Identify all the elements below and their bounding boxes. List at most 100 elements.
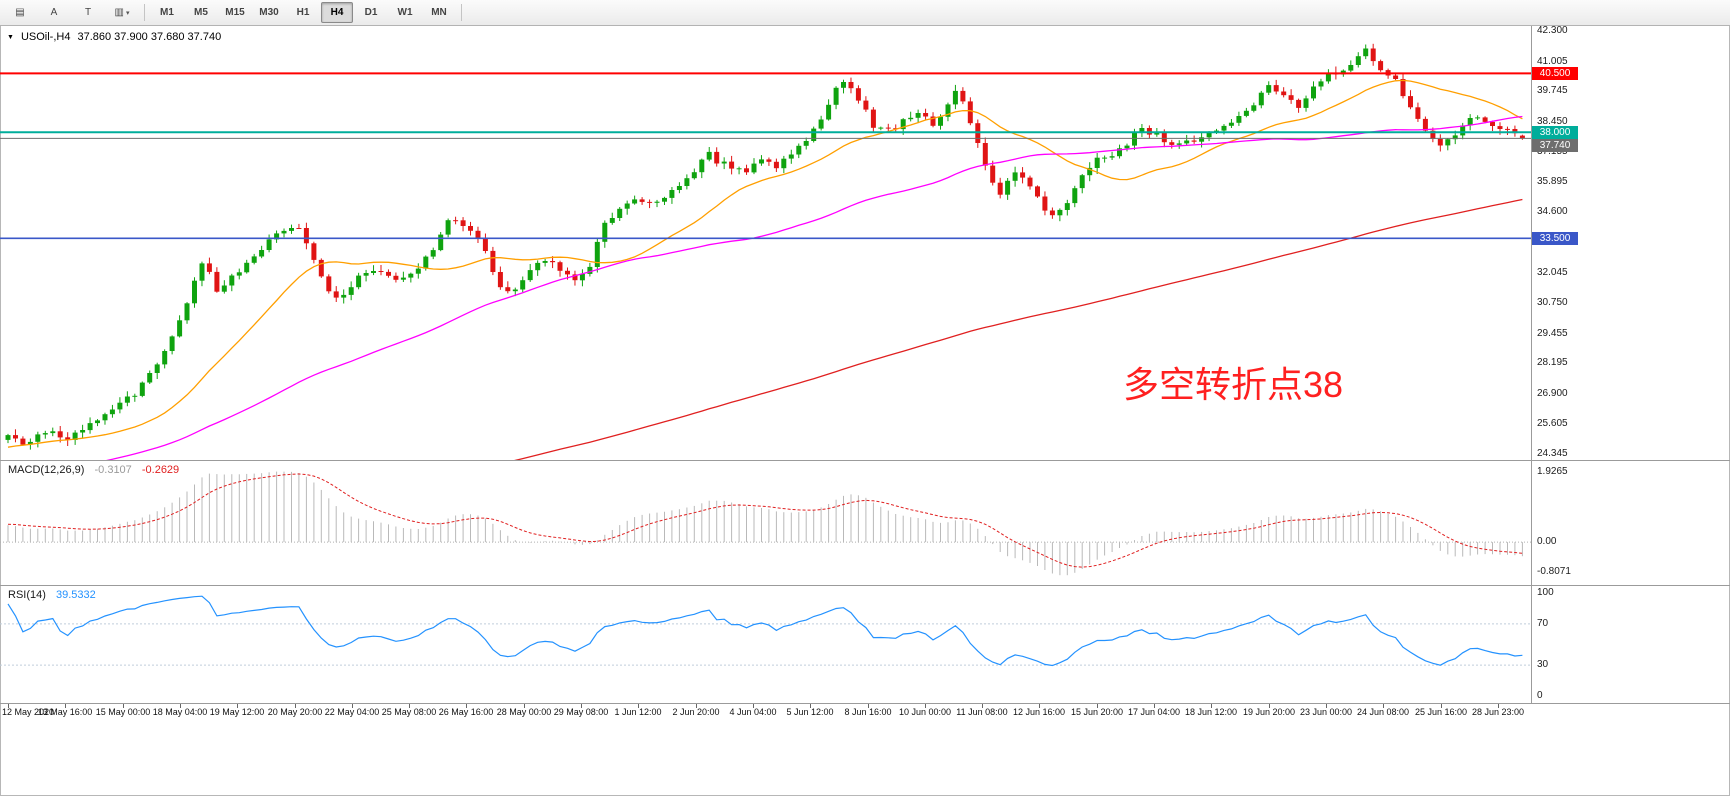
price-tag: 38.000 xyxy=(1532,126,1578,139)
time-axis-label: 12 May 2020 xyxy=(2,707,55,717)
timeframe-d1-button[interactable]: D1 xyxy=(364,7,378,18)
dropdown-arrow-icon: ▾ xyxy=(125,9,130,17)
rsi-indicator-label: RSI(14) 39.5332 xyxy=(8,589,96,601)
toolbar: ▤ A T ▥ ▾ M1 M5 M15 M30 H1 H4 D1 W1 MN xyxy=(0,0,1730,26)
time-axis-tick xyxy=(925,704,926,708)
rsi-pane-canvas[interactable] xyxy=(0,586,1730,703)
chart-style-dropdown-button[interactable]: ▥ ▾ xyxy=(114,7,130,18)
time-axis-label: 13 May 16:00 xyxy=(37,707,93,717)
time-axis-label: 25 May 08:00 xyxy=(381,707,437,717)
time-axis-tick xyxy=(753,704,754,708)
ohlc-toggle-icon[interactable]: ▼ xyxy=(7,33,14,41)
chart-annotation-text[interactable]: 多空转折点38 xyxy=(1123,364,1344,405)
timeframe-m15-button[interactable]: M15 xyxy=(225,7,245,18)
time-axis-label: 4 Jun 04:00 xyxy=(729,707,777,717)
price-axis-label: 42.300 xyxy=(1537,25,1568,36)
time-axis-label: 25 Jun 16:00 xyxy=(1414,707,1468,717)
macd-axis-label: 1.9265 xyxy=(1537,466,1568,477)
macd-axis-label: 0.00 xyxy=(1537,536,1557,547)
time-axis-label: 28 Jun 23:00 xyxy=(1471,707,1525,717)
price-axis-label: 35.895 xyxy=(1537,176,1568,187)
time-axis-tick xyxy=(65,704,66,708)
price-axis-border xyxy=(1531,25,1532,703)
time-axis-label: 12 Jun 16:00 xyxy=(1012,707,1066,717)
time-axis-tick xyxy=(1097,704,1098,708)
time-axis-tick xyxy=(1326,704,1327,708)
time-axis-label: 15 Jun 20:00 xyxy=(1070,707,1124,717)
time-axis-tick xyxy=(1498,704,1499,708)
rsi-axis-label: 30 xyxy=(1537,659,1549,670)
time-axis-tick xyxy=(1039,704,1040,708)
time-axis-tick xyxy=(1269,704,1270,708)
time-axis-tick xyxy=(1211,704,1212,708)
macd-axis-label: -0.8071 xyxy=(1537,566,1571,577)
timeframe-m5-button[interactable]: M5 xyxy=(194,7,208,18)
price-axis-label: 24.345 xyxy=(1537,448,1568,459)
time-axis-separator xyxy=(0,703,1730,704)
timeframe-mn-button[interactable]: MN xyxy=(431,7,447,18)
text-tool-button[interactable]: T xyxy=(84,7,92,18)
price-axis-label: 34.600 xyxy=(1537,206,1568,217)
time-axis-tick xyxy=(180,704,181,708)
rsi-value: 39.5332 xyxy=(55,589,96,601)
macd-indicator-label: MACD(12,26,9) -0.3107 -0.2629 xyxy=(8,464,179,476)
price-axis-label: 28.195 xyxy=(1537,357,1568,368)
time-axis-tick xyxy=(868,704,869,708)
price-axis-label: 32.045 xyxy=(1537,267,1568,278)
timeframe-m30-button[interactable]: M30 xyxy=(259,7,279,18)
timeframe-w1-button[interactable]: W1 xyxy=(397,7,413,18)
chart-shift-icon-button[interactable]: ▤ xyxy=(15,7,25,18)
time-axis-label: 10 Jun 00:00 xyxy=(898,707,952,717)
time-axis-label: 2 Jun 20:00 xyxy=(672,707,720,717)
time-axis-label: 19 May 12:00 xyxy=(209,707,265,717)
pane-separator[interactable] xyxy=(0,460,1730,461)
time-axis-tick xyxy=(409,704,410,708)
time-axis-label: 11 Jun 08:00 xyxy=(956,707,1008,717)
time-axis-tick xyxy=(466,704,467,708)
time-axis-tick xyxy=(295,704,296,708)
pane-separator[interactable] xyxy=(0,585,1730,586)
symbol-ohlc-label: ▼ USOil-,H4 37.860 37.900 37.680 37.740 xyxy=(7,31,221,43)
macd-name: MACD(12,26,9) xyxy=(8,464,85,476)
auto-scroll-button[interactable]: A xyxy=(50,7,58,18)
time-axis-tick xyxy=(696,704,697,708)
time-axis-label: 23 Jun 00:00 xyxy=(1299,707,1353,717)
time-axis-tick xyxy=(1383,704,1384,708)
time-axis-label: 19 Jun 20:00 xyxy=(1242,707,1296,717)
rsi-name: RSI(14) xyxy=(8,589,46,601)
main-chart-canvas[interactable] xyxy=(0,25,1730,460)
time-axis-tick xyxy=(8,704,9,708)
time-axis-label: 15 May 00:00 xyxy=(95,707,151,717)
time-axis-label: 29 May 08:00 xyxy=(553,707,609,717)
time-axis-label: 18 May 04:00 xyxy=(152,707,208,717)
price-axis-label: 25.605 xyxy=(1537,418,1568,429)
timeframe-h4-button[interactable]: H4 xyxy=(321,2,353,23)
price-axis-label: 29.455 xyxy=(1537,328,1568,339)
time-axis-tick xyxy=(123,704,124,708)
time-axis-label: 17 Jun 04:00 xyxy=(1127,707,1181,717)
time-axis-tick xyxy=(237,704,238,708)
time-axis-tick xyxy=(352,704,353,708)
symbol-timeframe-text: USOil-,H4 xyxy=(20,31,71,43)
time-axis[interactable]: 12 May 2020 13 May 16:00 15 May 00:00 18 Ma… xyxy=(0,703,1730,721)
time-axis-tick xyxy=(638,704,639,708)
toolbar-button-group: ▤ A T ▥ ▾ M1 M5 M15 M30 H1 H4 D1 W1 MN xyxy=(0,2,467,23)
time-axis-label: 24 Jun 08:00 xyxy=(1356,707,1410,717)
timeframe-m1-button[interactable]: M1 xyxy=(160,7,174,18)
time-axis-tick xyxy=(524,704,525,708)
timeframe-h1-button[interactable]: H1 xyxy=(296,7,310,18)
price-axis-label: 38.450 xyxy=(1537,116,1568,127)
time-axis-tick xyxy=(581,704,582,708)
rsi-axis-label: 70 xyxy=(1537,618,1549,629)
price-tag: 33.500 xyxy=(1532,232,1578,245)
price-axis-label: 26.900 xyxy=(1537,388,1568,399)
time-axis-label: 8 Jun 16:00 xyxy=(844,707,892,717)
time-axis-label: 22 May 04:00 xyxy=(324,707,380,717)
macd-value-main: -0.3107 xyxy=(94,464,132,476)
time-axis-label: 26 May 16:00 xyxy=(438,707,494,717)
ohlc-values-text: 37.860 37.900 37.680 37.740 xyxy=(77,31,222,43)
time-axis-tick xyxy=(810,704,811,708)
macd-pane-canvas[interactable] xyxy=(0,461,1730,585)
price-tag: 40.500 xyxy=(1532,67,1578,80)
